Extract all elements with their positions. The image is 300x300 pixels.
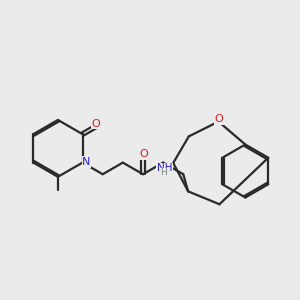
Text: O: O xyxy=(215,114,224,124)
Text: N: N xyxy=(82,157,91,167)
Text: O: O xyxy=(139,149,148,159)
Text: H: H xyxy=(160,168,167,177)
Text: NH: NH xyxy=(157,164,172,173)
Text: O: O xyxy=(92,118,100,128)
